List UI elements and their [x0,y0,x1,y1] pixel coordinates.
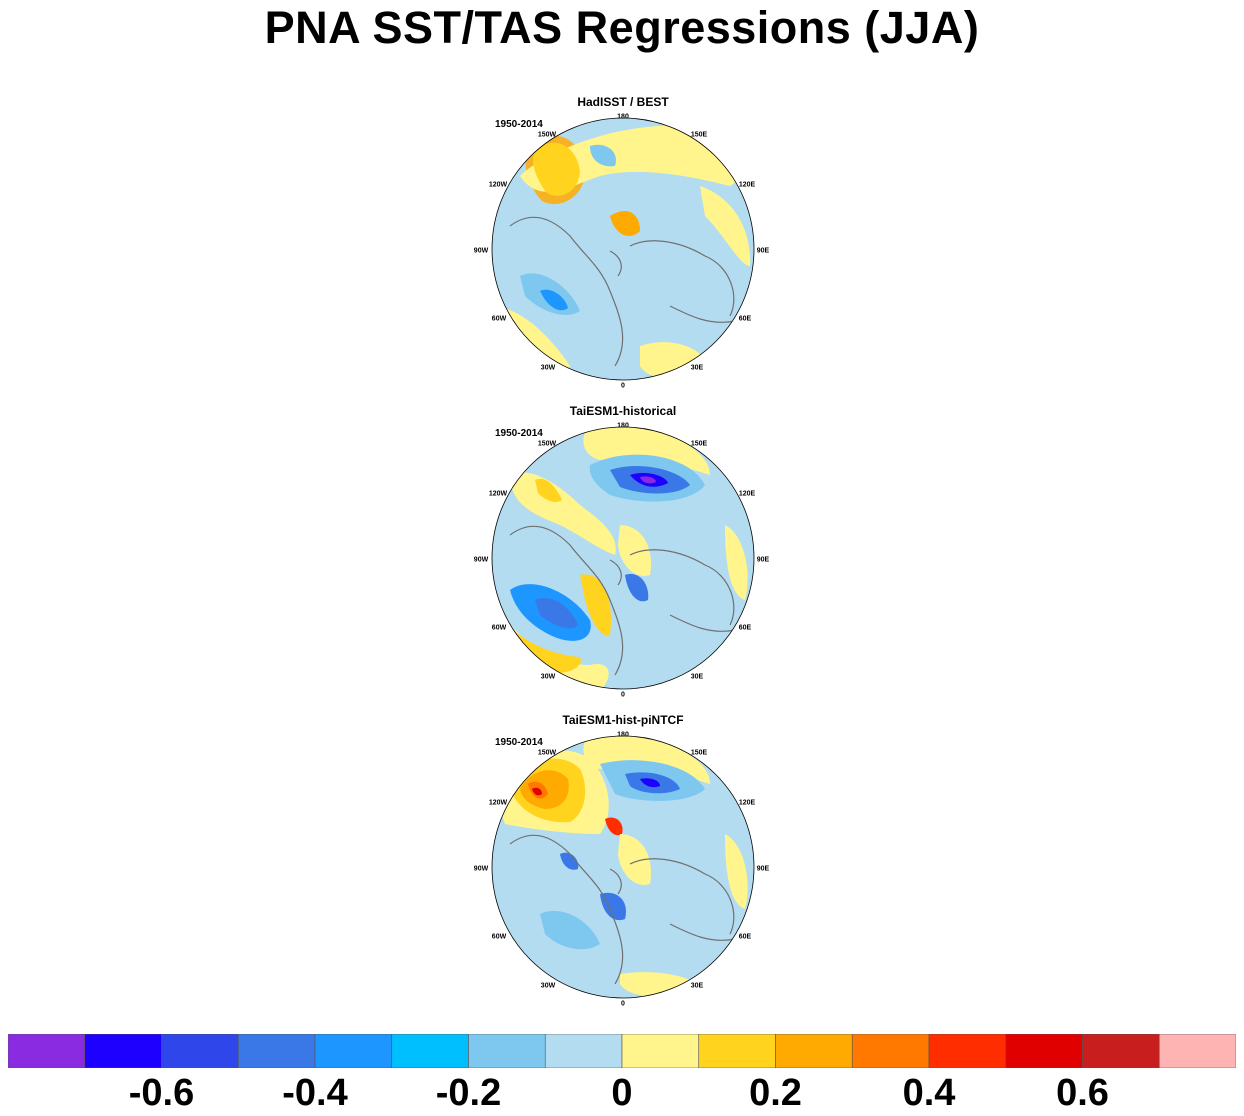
lon-label: 180 [617,113,629,121]
anomaly-warm [583,427,710,475]
colorbar-tick-label: 0.2 [749,1072,802,1114]
lon-label: 60E [738,315,752,323]
lon-label: 120E [738,799,756,807]
polar-map [491,735,755,999]
panel-hadisst: HadISST / BEST 1950-2014 180 150E 120E 9… [470,95,776,395]
anomaly-cool [590,144,616,167]
panel-period: 1950-2014 [495,428,543,439]
lon-label: 150W [537,131,557,139]
anomaly-warm [510,472,616,555]
lon-label: 30W [540,982,556,990]
lon-label: 150E [690,749,708,757]
colorbar-swatch [1158,1034,1236,1068]
colorbar-swatch [468,1034,546,1068]
colorbar-swatch [621,1034,700,1068]
colorbar-swatch [84,1034,162,1068]
coastline [509,525,736,676]
lon-label: 90W [473,556,489,564]
polar-map [491,117,755,381]
lon-label: 30W [540,364,556,372]
lon-label: 30W [540,673,556,681]
colorbar-swatch [8,1034,86,1068]
panel-taiesm1-hist-pintcf: TaiESM1-hist-piNTCF 1950-2014 180 150E 1… [470,713,776,1013]
lon-label: 120W [488,799,508,807]
lon-label: 90E [756,556,770,564]
lon-label: 0 [621,382,625,390]
colorbar [8,1034,1236,1068]
lon-label: 90E [756,865,770,873]
anomaly-warm [725,834,748,909]
colorbar-swatch [698,1034,776,1068]
panel-title: TaiESM1-hist-piNTCF [562,713,684,727]
lon-label: 180 [617,422,629,430]
anomaly-warm [533,142,580,196]
colorbar-swatch [851,1034,930,1068]
colorbar-swatch [391,1034,469,1068]
lon-label: 90E [756,247,770,255]
lon-label: 30E [690,982,704,990]
anomaly-warm [700,186,751,266]
colorbar-tick-label: -0.2 [435,1072,502,1114]
lon-label: 120E [738,181,756,189]
colorbar-tick-label: 0.4 [902,1072,956,1114]
colorbar-swatch [1005,1034,1083,1068]
anomaly-warm [725,525,748,600]
anomaly-warm [618,834,651,885]
colorbar-tick-label: 0 [611,1072,633,1114]
lon-label: 150E [690,440,708,448]
anomaly-cool [535,597,578,629]
colorbar-swatch [775,1034,853,1068]
lon-label: 90W [473,865,489,873]
colorbar-swatch [928,1034,1007,1068]
lon-label: 120W [488,490,508,498]
anomaly-cool [625,574,649,602]
panel-title: TaiESM1-historical [569,404,677,418]
colorbar-swatch [1082,1034,1160,1068]
anomaly-warm [535,478,562,503]
panel-period: 1950-2014 [495,737,543,748]
colorbar-tick-label: 0.6 [1056,1072,1109,1114]
lon-label: 60W [491,933,507,941]
lon-label: 180 [617,731,629,739]
anomaly-cool [540,910,600,950]
polar-map [491,426,755,690]
colorbar-swatch [237,1034,316,1068]
colorbar-swatch [544,1034,623,1068]
lon-label: 60E [738,624,752,632]
anomaly-cool [540,289,568,311]
colorbar-swatch [161,1034,239,1068]
coastline [509,834,736,985]
lon-label: 150W [537,440,557,448]
anomaly-warm [605,817,623,836]
lon-label: 0 [621,1000,625,1008]
anomaly-cool [640,778,660,788]
lon-label: 60E [738,933,752,941]
anomaly-warm [492,605,581,674]
lon-label: 30E [690,364,704,372]
lon-label: 60W [491,315,507,323]
lon-label: 120E [738,490,756,498]
panel-title: HadISST / BEST [577,95,669,109]
panel-period: 1950-2014 [495,119,543,130]
coastline [509,216,736,367]
lon-label: 60W [491,624,507,632]
anomaly-warm [532,787,542,796]
anomaly-warm [610,211,640,236]
anomaly-cool [640,476,656,484]
anomaly-warm [580,574,611,636]
lon-label: 30E [690,673,704,681]
colorbar-swatch [314,1034,393,1068]
lon-label: 90W [473,247,489,255]
anomaly-cool [560,852,579,870]
lon-label: 120W [488,181,508,189]
anomaly-warm [618,525,651,576]
panel-taiesm1-historical: TaiESM1-historical 1950-2014 180 150E 12… [470,404,776,704]
lon-label: 150W [537,749,557,757]
colorbar-tick-label: -0.4 [282,1072,348,1114]
figure-title: PNA SST/TAS Regressions (JJA) [264,2,980,53]
lon-label: 150E [690,131,708,139]
colorbar-tick-label: -0.6 [128,1072,195,1114]
lon-label: 0 [621,691,625,699]
anomaly-cool [600,892,626,921]
